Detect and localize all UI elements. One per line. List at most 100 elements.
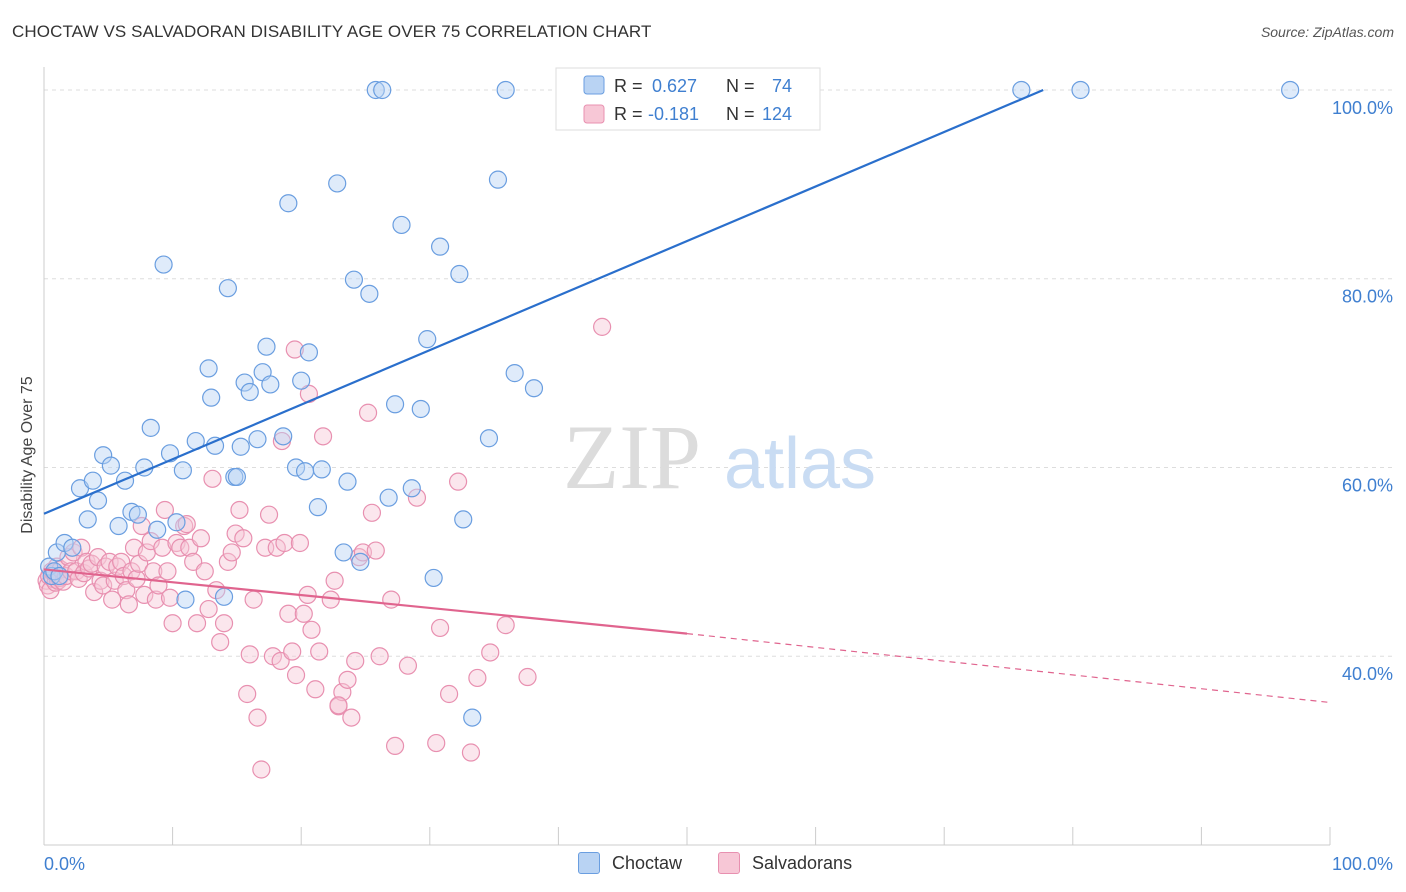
salvadoran-point-84: [283, 642, 302, 661]
choctaw-trend-line: [43, 88, 1044, 515]
choctaw-point-47: [312, 460, 331, 479]
salvadoran-point-76: [252, 760, 271, 779]
legend-item-salvadorans: Salvadorans: [718, 852, 852, 874]
choctaw-point-18: [141, 418, 160, 437]
salvadoran-point-115: [461, 743, 481, 762]
choctaw-point-38: [257, 337, 276, 356]
choctaw-point-43: [292, 371, 311, 390]
salvadoran-point-110: [427, 733, 446, 753]
legend-r-label-salvadoran: R =: [614, 104, 648, 124]
salvadoran-point-87: [294, 604, 313, 623]
tick-labels: 40.0% 60.0% 80.0% 100.0% 0.0% 100.0%: [44, 98, 1393, 874]
choctaw-point-24: [176, 590, 195, 609]
watermark-zip: ZIP: [563, 406, 701, 508]
salvadoran-point-66: [214, 614, 234, 633]
salvadoran-point-48: [153, 538, 172, 557]
choctaw-point-68: [488, 170, 508, 189]
choctaw-point-52: [351, 552, 370, 571]
choctaw-point-46: [308, 498, 328, 517]
salvadoran-point-104: [366, 541, 385, 560]
salvadoran-point-62: [199, 599, 218, 619]
gridlines: [44, 89, 1393, 657]
choctaw-point-29: [214, 587, 234, 606]
choctaw-point-60: [411, 399, 430, 419]
choctaw-point-19: [148, 520, 167, 539]
choctaw-point-71: [524, 379, 544, 398]
salvadoran-point-107: [385, 736, 405, 756]
salvadoran-point-98: [342, 708, 361, 727]
salvadoran-point-65: [211, 632, 230, 652]
salvadoran-point-111: [430, 618, 450, 638]
watermark: ZIP atlas: [563, 406, 876, 508]
choctaw-points: [40, 80, 1300, 727]
salvadoran-trend-line: [43, 568, 688, 635]
salvadoran-point-113: [448, 472, 468, 491]
choctaw-point-13: [109, 516, 128, 536]
salvadoran-point-92: [313, 427, 333, 446]
salvadoran-point-85: [286, 666, 306, 685]
choctaw-point-69: [496, 80, 515, 100]
salvadoran-point-105: [370, 647, 389, 666]
trend-lines: [43, 88, 1331, 704]
salvadoran-point-116: [481, 643, 500, 662]
salvadoran-point-103: [362, 503, 382, 522]
choctaw-point-32: [227, 467, 246, 487]
salvadoran-point-67: [218, 552, 237, 571]
legend-n-label-salvadoran: N =: [726, 104, 760, 124]
choctaw-point-39: [261, 375, 280, 394]
salvadoran-point-49: [155, 500, 174, 520]
choctaw-point-73: [1071, 80, 1090, 100]
choctaw-point-34: [235, 373, 254, 392]
salvadoran-point-74: [244, 590, 263, 609]
salvadoran-point-46: [146, 590, 165, 609]
choctaw-point-70: [505, 364, 524, 383]
legend-r-value-salvadoran: -0.181: [648, 104, 699, 124]
watermark-atlas: atlas: [724, 424, 876, 504]
salvadoran-point-23: [82, 554, 101, 573]
choctaw-point-45: [299, 343, 319, 362]
choctaw-point-63: [430, 237, 450, 256]
salvadoran-point-72: [238, 684, 257, 704]
choctaw-point-53: [360, 284, 379, 303]
salvadoran-point-78: [259, 505, 279, 524]
choctaw-point-49: [334, 543, 353, 562]
salvadoran-point-36: [119, 595, 138, 614]
salvadoran-point-114: [468, 668, 487, 688]
y-tick-label-1: 60.0%: [1342, 475, 1393, 495]
salvadoran-point-51: [160, 588, 180, 607]
choctaw-point-33: [231, 437, 250, 456]
salvadoran-point-63: [203, 469, 222, 488]
salvadoran-point-91: [310, 642, 329, 661]
salvadoran-point-27: [94, 576, 113, 595]
salvadoran-point-52: [163, 614, 182, 633]
choctaw-point-30: [218, 279, 237, 298]
choctaw-point-42: [286, 458, 306, 477]
legend-swatch-choctaw: [583, 75, 605, 95]
salvadoran-point-25: [88, 548, 108, 567]
salvadoran-point-42: [135, 585, 154, 605]
y-tick-label-3: 100.0%: [1332, 98, 1393, 118]
salvadoran-point-61: [195, 562, 214, 581]
salvadoran-point-30: [103, 590, 122, 609]
salvadoran-point-97: [338, 670, 357, 689]
choctaw-point-44: [295, 462, 315, 481]
salvadoran-point-59: [187, 614, 207, 633]
salvadoran-point-24: [85, 582, 104, 602]
choctaw-point-16: [128, 505, 147, 524]
choctaw-point-1: [42, 566, 61, 586]
legend-r-value-choctaw: 0.627: [652, 76, 697, 96]
y-tick-label-0: 40.0%: [1342, 664, 1393, 684]
choctaw-point-35: [240, 382, 259, 402]
choctaw-point-22: [167, 513, 186, 532]
salvadoran-point-75: [248, 708, 267, 727]
choctaw-point-61: [418, 330, 437, 349]
choctaw-point-20: [154, 255, 173, 274]
legend-swatch-salvadorans-bottom: [718, 852, 740, 874]
chart-title: CHOCTAW VS SALVADORAN DISABILITY AGE OVE…: [12, 22, 652, 41]
legend-swatch-salvadoran: [583, 104, 605, 124]
legend-r-label-choctaw: R =: [614, 76, 648, 96]
salvadoran-point-118: [518, 667, 537, 687]
choctaw-point-8: [78, 510, 97, 529]
salvadoran-point-68: [222, 543, 241, 562]
salvadoran-point-86: [290, 533, 310, 553]
